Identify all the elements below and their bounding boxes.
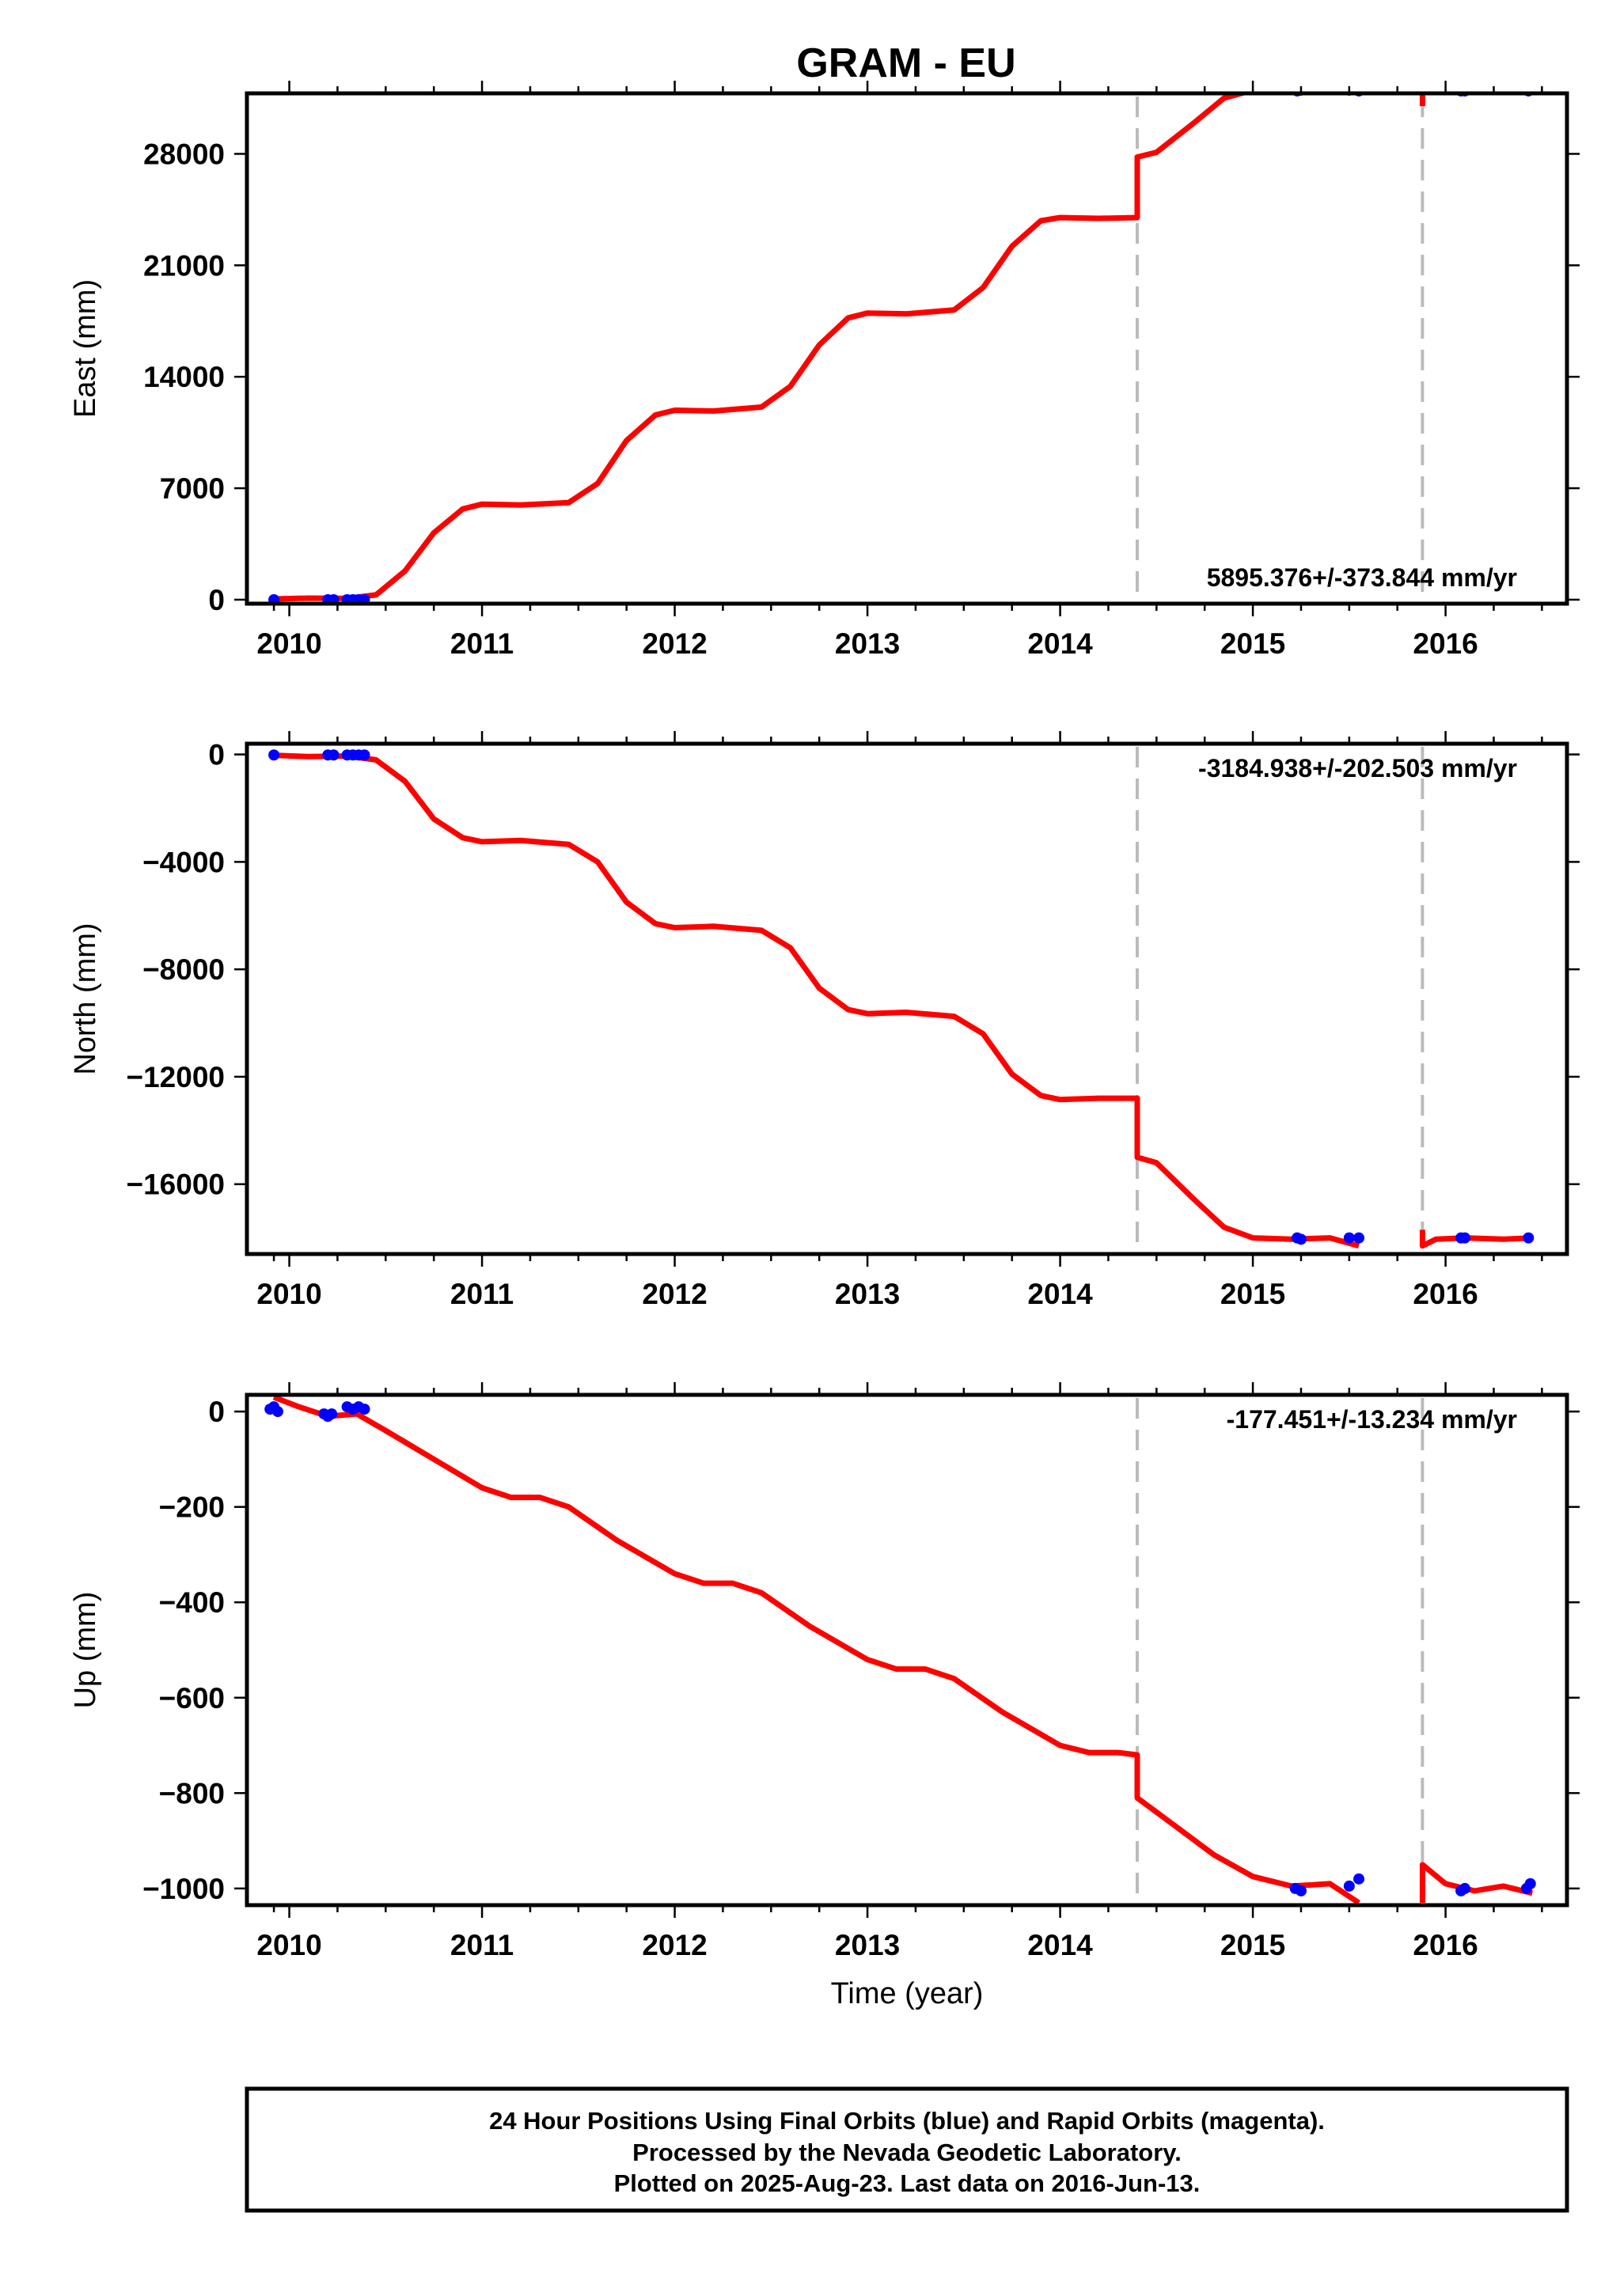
east-rate-label: 5895.376+/-373.844 mm/yr <box>1207 563 1517 592</box>
north-data-point <box>1295 1233 1307 1245</box>
north-ytick-label: −4000 <box>142 846 225 878</box>
east-ytick-label: 14000 <box>143 361 225 393</box>
north-xtick-label: 2012 <box>642 1278 707 1310</box>
north-frame <box>245 741 1569 1256</box>
up-model-line-1 <box>272 1395 1360 1905</box>
footer-frame <box>245 2086 1569 2213</box>
north-data-point <box>1523 1232 1535 1244</box>
east-ytick-label: 7000 <box>160 472 225 505</box>
footer-box: 24 Hour Positions Using Final Orbits (bl… <box>245 2086 1569 2213</box>
up-xtick-label: 2010 <box>256 1929 321 1961</box>
east-xtick-label: 2011 <box>450 627 514 660</box>
up-ytick-label: −200 <box>159 1491 225 1524</box>
north-ytick-label: −16000 <box>127 1169 226 1201</box>
east-ytick-label: 21000 <box>143 249 225 282</box>
up-data-point <box>1459 1882 1470 1894</box>
footer-line-1: 24 Hour Positions Using Final Orbits (bl… <box>489 2107 1325 2135</box>
up-data-point <box>1343 1880 1355 1892</box>
up-ytick-label: −1000 <box>142 1873 225 1905</box>
north-data-point <box>268 749 280 761</box>
north-data-point <box>1343 1232 1355 1244</box>
north-xtick-label: 2013 <box>835 1278 900 1310</box>
figure-title: GRAM - EU <box>796 40 1015 86</box>
north-data-point <box>328 749 340 761</box>
up-data-point <box>1353 1873 1365 1885</box>
footer-line-3: Plotted on 2025-Aug-23. Last data on 201… <box>614 2169 1201 2197</box>
up-plot-area <box>264 1395 1536 1905</box>
east-plot-area <box>268 93 1534 604</box>
north-xtick-label: 2016 <box>1413 1278 1478 1310</box>
north-ytick-label: −8000 <box>142 953 225 986</box>
east-xtick-label: 2012 <box>642 627 707 660</box>
east-xtick-label: 2010 <box>256 627 321 660</box>
north-data-point <box>1353 1232 1365 1244</box>
north-model-line-1 <box>273 752 1360 1249</box>
east-data-point <box>328 593 340 604</box>
north-ytick-label: 0 <box>208 739 225 771</box>
up-ylabel: Up (mm) <box>69 1592 102 1709</box>
north-ytick-label: −12000 <box>127 1061 226 1093</box>
east-model-line-1 <box>274 93 1252 602</box>
north-panel: 2010 2011 2012 2013 2014 2015 2016 0 −4000 −8000 −… <box>69 731 1580 1310</box>
east-model-line-2 <box>1419 93 1425 107</box>
east-xtick-label: 2015 <box>1220 627 1285 660</box>
north-model-line-2 <box>1419 1229 1533 1249</box>
up-ytick-label: −600 <box>159 1682 225 1714</box>
up-xtick-label: 2015 <box>1220 1929 1285 1961</box>
north-data-point <box>1459 1232 1470 1244</box>
east-ytick-label: 0 <box>208 584 225 616</box>
east-xtick-label: 2013 <box>835 627 900 660</box>
up-data-point <box>359 1404 370 1415</box>
up-xtick-label: 2011 <box>450 1929 514 1961</box>
up-ytick-label: −400 <box>159 1586 225 1619</box>
east-data-point <box>268 593 280 604</box>
footer-line-2: Processed by the Nevada Geodetic Laborat… <box>632 2139 1182 2166</box>
up-data-point <box>326 1408 338 1420</box>
east-ytick-label: 28000 <box>143 138 225 170</box>
east-xtick-label: 2016 <box>1413 627 1478 660</box>
up-frame <box>245 1392 1569 1908</box>
east-xtick-label: 2014 <box>1027 627 1093 660</box>
up-ytick-label: 0 <box>208 1396 225 1428</box>
up-data-point <box>1295 1885 1307 1896</box>
up-panel: 2010 2011 2012 2013 2014 2015 2016 0 −200 −400 −60… <box>69 1382 1580 2010</box>
north-xtick-label: 2011 <box>450 1278 514 1310</box>
up-xtick-label: 2016 <box>1413 1929 1478 1961</box>
east-panel: 2010 2011 2012 2013 2014 2015 2016 0 7000 14000 21… <box>69 81 1580 660</box>
up-xtick-label: 2012 <box>642 1929 707 1961</box>
north-data-point <box>359 749 370 761</box>
north-xtick-label: 2015 <box>1220 1278 1285 1310</box>
up-data-point <box>271 1406 283 1418</box>
east-data-point <box>359 593 370 604</box>
north-plot-area <box>268 749 1535 1249</box>
up-model-line-2 <box>1419 1862 1534 1903</box>
up-xtick-label: 2014 <box>1027 1929 1093 1961</box>
up-rate-label: -177.451+/-13.234 mm/yr <box>1227 1405 1517 1434</box>
up-ytick-label: −800 <box>159 1777 225 1809</box>
east-ylabel: East (mm) <box>69 279 102 418</box>
up-xlabel: Time (year) <box>831 1977 984 2010</box>
north-rate-label: -3184.938+/-202.503 mm/yr <box>1198 754 1517 782</box>
north-xtick-label: 2014 <box>1027 1278 1093 1310</box>
up-xtick-label: 2013 <box>835 1929 900 1961</box>
panels: 2010 2011 2012 2013 2014 2015 2016 0 7000 14000 21… <box>69 81 1580 2010</box>
north-xtick-label: 2010 <box>256 1278 321 1310</box>
north-ylabel: North (mm) <box>69 923 102 1074</box>
up-data-point <box>1524 1877 1536 1889</box>
east-frame <box>245 91 1569 606</box>
